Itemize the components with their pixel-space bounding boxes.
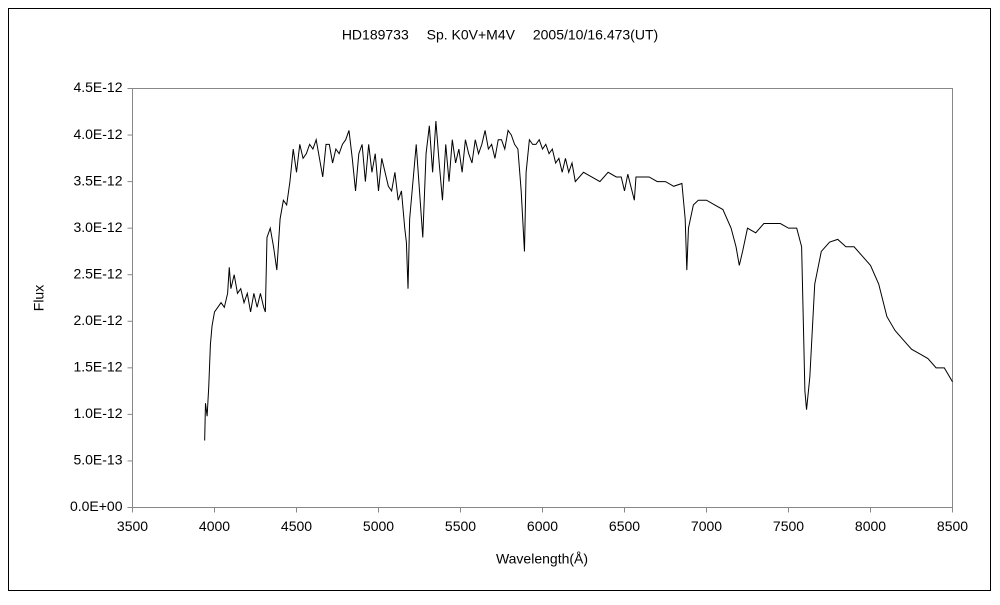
x-tick-label: 4500 [281, 518, 312, 534]
spectrum-line [204, 121, 953, 441]
x-axis-label: Wavelength(Å) [496, 551, 588, 567]
y-tick-label: 4.5E-12 [73, 79, 122, 95]
chart-title: HD189733 Sp. K0V+M4V 2005/10/16.473(UT) [342, 27, 658, 43]
y-tick-label: 3.5E-12 [73, 172, 122, 188]
y-tick-label: 3.0E-12 [73, 219, 122, 235]
x-tick-label: 7500 [773, 518, 804, 534]
x-tick-label: 5000 [363, 518, 394, 534]
plot-area [132, 88, 953, 508]
x-tick-label: 7000 [691, 518, 722, 534]
x-tick-label: 6500 [609, 518, 640, 534]
x-tick-label: 3500 [117, 518, 148, 534]
x-tick-label: 8000 [855, 518, 886, 534]
x-tick-label: 4000 [199, 518, 230, 534]
y-axis-label: Flux [31, 285, 47, 311]
x-tick-label: 8500 [937, 518, 968, 534]
y-tick-label: 5.0E-13 [73, 452, 122, 468]
y-tick-label: 1.0E-12 [73, 405, 122, 421]
x-tick-label: 5500 [445, 518, 476, 534]
x-tick-label: 6000 [527, 518, 558, 534]
y-tick-label: 2.5E-12 [73, 265, 122, 281]
y-tick-label: 2.0E-12 [73, 312, 122, 328]
y-tick-label: 1.5E-12 [73, 359, 122, 375]
y-tick-label: 0.0E+00 [70, 498, 123, 514]
y-tick-label: 4.0E-12 [73, 126, 122, 142]
